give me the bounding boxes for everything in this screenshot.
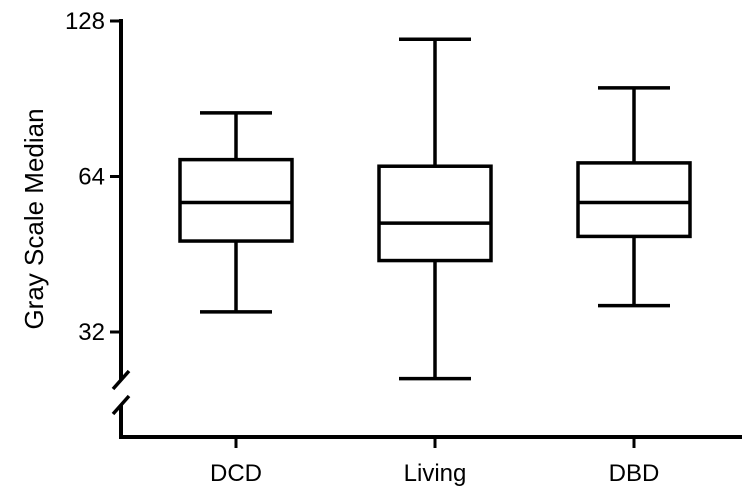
box-series — [178, 37, 692, 381]
box-living — [377, 164, 493, 263]
y-axis: 128 64 32 — [65, 8, 131, 439]
x-tick-label-dcd: DCD — [210, 460, 262, 486]
y-axis-title: Gray Scale Median — [19, 108, 49, 329]
x-tick-label-dbd: DBD — [609, 460, 660, 486]
y-axis-break-mark-lower — [111, 394, 131, 416]
y-tick-label: 64 — [78, 164, 105, 191]
box-dbd — [576, 161, 692, 239]
y-tick-label: 128 — [65, 8, 105, 35]
x-tick-label-living: Living — [404, 460, 467, 486]
y-axis-break-mark-upper — [111, 369, 131, 391]
x-axis: DCD Living DBD — [119, 435, 742, 486]
box-dcd — [178, 157, 294, 243]
y-tick-label: 32 — [78, 319, 105, 346]
